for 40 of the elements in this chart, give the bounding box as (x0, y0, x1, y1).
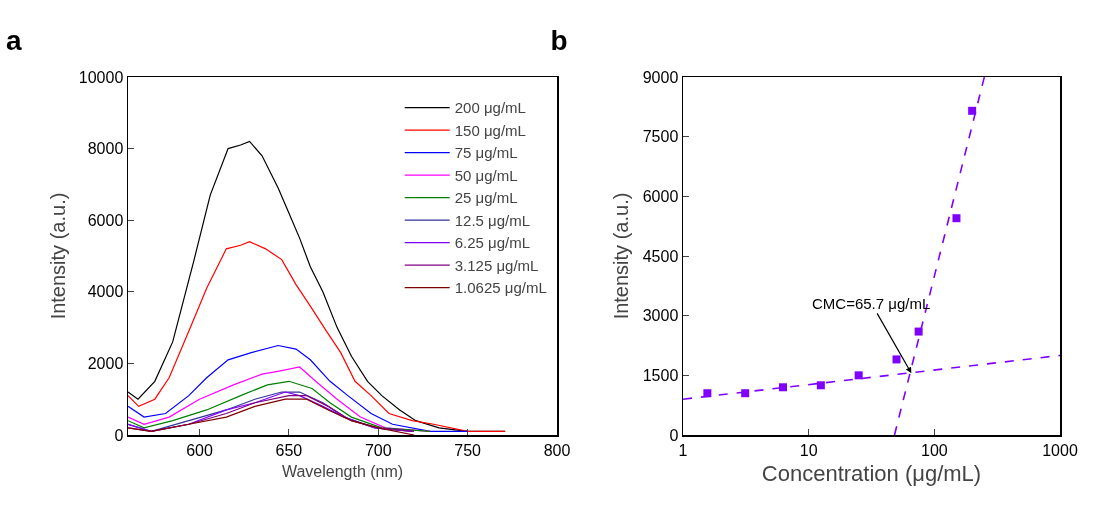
x-tick-label: 100 (920, 441, 948, 459)
legend-label: 25 μg/mL (454, 189, 518, 207)
y-tick-label: 3000 (642, 307, 679, 325)
annotation: CMC=65.7 μg/mL (812, 295, 931, 312)
y-tick-label: 4500 (642, 247, 679, 265)
y-tick-label: 4000 (87, 283, 124, 301)
legend-label: 150 μg/mL (454, 121, 526, 139)
x-tick-label: 800 (543, 441, 571, 459)
legend-label: 3.125 μg/mL (454, 256, 539, 274)
y-tick-label: 9000 (642, 68, 679, 86)
y-tick-label: 8000 (87, 140, 124, 158)
x-tick-label: 650 (275, 441, 303, 459)
y-tick-label: 10000 (78, 68, 124, 86)
x-tick-label: 750 (454, 441, 482, 459)
legend-label: 50 μg/mL (454, 166, 518, 184)
y-axis-title: Intensity (a.u.) (46, 192, 69, 320)
legend-label: 1.0625 μg/mL (454, 279, 547, 297)
y-tick-label: 2000 (87, 355, 124, 372)
x-axis-title: Wavelength (nm) (281, 463, 404, 481)
legend-label: 200 μg/mL (454, 99, 526, 117)
y-axis-title: Intensity (a.u.) (610, 192, 633, 320)
x-tick-label: 1000 (1042, 441, 1078, 459)
line-series (128, 380, 431, 433)
y-tick-label: 1500 (642, 366, 679, 384)
legend-label: 12.5 μg/mL (454, 211, 531, 229)
chart-title: b (550, 25, 568, 57)
y-tick-label: 6000 (642, 187, 679, 205)
x-tick-label: 10 (799, 441, 818, 459)
chart-title: a (5, 25, 22, 57)
x-tick-label: 600 (186, 441, 213, 459)
x-tick-label: 1 (678, 441, 688, 459)
y-tick-label: 0 (114, 426, 124, 444)
x-axis-title: Concentration (μg/mL) (761, 461, 982, 487)
y-tick-label: 6000 (87, 211, 124, 229)
y-tick-label: 7500 (642, 128, 679, 146)
legend-label: 75 μg/mL (454, 144, 518, 162)
x-tick-label: 700 (364, 441, 392, 459)
line-series (128, 344, 469, 433)
y-tick-label: 0 (669, 426, 679, 444)
legend-label: 6.25 μg/mL (454, 234, 531, 252)
